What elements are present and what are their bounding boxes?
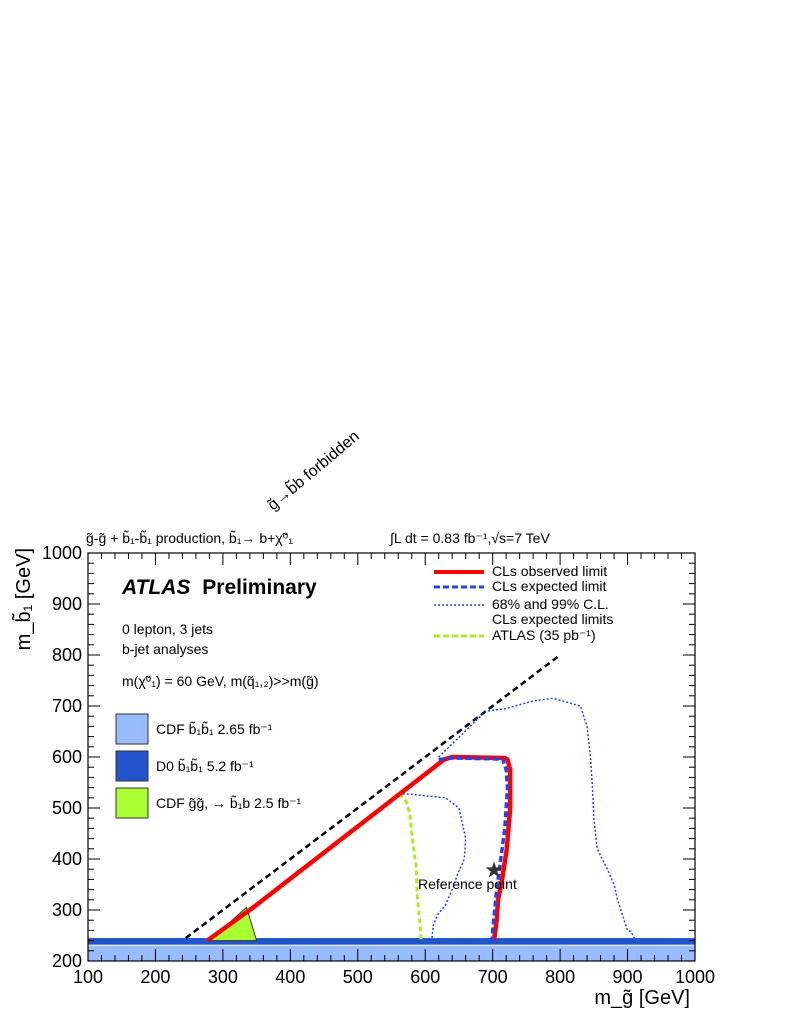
legend-swatch-1 xyxy=(115,713,149,745)
reference-point-marker xyxy=(485,861,503,878)
series-expected xyxy=(438,756,510,941)
y-tick-label: 200 xyxy=(52,951,82,971)
x-tick-label: 100 xyxy=(73,967,103,987)
legend-right-label-2: CLs expected limit xyxy=(492,578,606,594)
y-tick-label: 300 xyxy=(52,900,82,920)
selection-label: 0 lepton, 3 jets xyxy=(122,621,213,637)
legend-left-label-3: CDF g̃g̃, → b̃₁b 2.5 fb⁻¹ xyxy=(156,795,302,811)
forbidden-label: g̃→b̃b forbidden xyxy=(263,426,363,514)
x-tick-label: 1000 xyxy=(675,967,715,987)
x-tick-label: 200 xyxy=(140,967,170,987)
legend-left: CDF b̃₁b̃₁ 2.65 fb⁻¹ D0 b̃₁b̃₁ 5.2 fb⁻¹ CD… xyxy=(115,713,302,819)
legend-swatch-2 xyxy=(115,750,149,782)
experiment-name: ATLAS xyxy=(121,576,190,599)
experiment-status: Preliminary xyxy=(202,576,317,599)
series-kinematic xyxy=(185,654,561,940)
y-tick-label: 400 xyxy=(52,849,82,869)
analysis-label: b-jet analyses xyxy=(122,641,208,657)
x-axis-title: m_g̃ [GeV] xyxy=(594,987,690,1009)
y-axis-title: m_b̃₁ [GeV] xyxy=(12,548,35,650)
x-tick-label: 500 xyxy=(343,967,373,987)
y-tick-label: 800 xyxy=(52,645,82,665)
reference-point-label: Reference point xyxy=(418,876,517,892)
legend-right-label-5: ATLAS (35 pb⁻¹) xyxy=(492,627,596,643)
x-tick-label: 400 xyxy=(275,967,305,987)
legend-swatch-3 xyxy=(115,787,149,819)
legend-right-label-1: CLs observed limit xyxy=(492,563,607,579)
luminosity-label: ∫L dt = 0.83 fb⁻¹,√s=7 TeV xyxy=(389,530,550,546)
legend-right-label-4: CLs expected limits xyxy=(492,611,613,627)
plot-area: 100 200 300 400 500 600 700 800 900 1000200300400… xyxy=(42,543,715,987)
assumption-label: m(χ̃⁰₁) = 60 GeV, m(q̃₁,₂)>>m(g̃) xyxy=(122,673,319,689)
x-tick-label: 800 xyxy=(545,967,575,987)
legend-right-label-3: 68% and 99% C.L. xyxy=(492,596,609,612)
series-atlas35 xyxy=(398,792,423,941)
x-tick-label: 300 xyxy=(208,967,238,987)
experiment-label: ATLAS Preliminary xyxy=(121,576,317,599)
y-tick-label: 600 xyxy=(52,747,82,767)
series-band-inner xyxy=(394,792,467,939)
legend-left-label-1: CDF b̃₁b̃₁ 2.65 fb⁻¹ xyxy=(156,721,273,737)
process-label: g̃-g̃ + b̃₁-b̃₁ production, b̃₁→ b+χ̃⁰₁ xyxy=(86,530,293,546)
y-tick-label: 700 xyxy=(52,696,82,716)
legend-left-label-2: D0 b̃₁b̃₁ 5.2 fb⁻¹ xyxy=(156,758,254,774)
series-band-outer xyxy=(438,697,637,941)
y-tick-label: 900 xyxy=(52,594,82,614)
x-tick-label: 600 xyxy=(410,967,440,987)
x-tick-label: 700 xyxy=(478,967,508,987)
y-tick-label: 1000 xyxy=(42,543,82,563)
y-tick-label: 500 xyxy=(52,798,82,818)
region-cdf-bb xyxy=(88,945,695,961)
x-tick-label: 900 xyxy=(613,967,643,987)
region-d0-bb xyxy=(88,938,695,945)
